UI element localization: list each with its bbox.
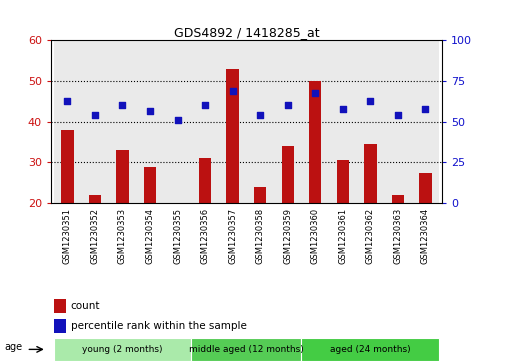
Point <box>421 106 429 112</box>
Point <box>311 90 320 96</box>
Text: count: count <box>71 301 100 311</box>
Point <box>64 98 72 104</box>
Bar <box>219 40 246 203</box>
Bar <box>227 69 239 203</box>
Point <box>256 113 264 118</box>
Bar <box>274 40 301 203</box>
Bar <box>384 40 411 203</box>
Point <box>173 117 181 122</box>
Bar <box>246 40 274 203</box>
Bar <box>54 299 66 313</box>
Bar <box>357 40 384 203</box>
Title: GDS4892 / 1418285_at: GDS4892 / 1418285_at <box>174 26 319 39</box>
Bar <box>419 173 432 203</box>
Bar <box>53 338 192 361</box>
Bar <box>144 167 156 203</box>
Bar <box>411 40 439 203</box>
Point <box>283 102 292 108</box>
Bar <box>116 150 129 203</box>
Bar <box>301 40 329 203</box>
Bar <box>89 195 101 203</box>
Bar <box>254 187 266 203</box>
Text: percentile rank within the sample: percentile rank within the sample <box>71 321 246 331</box>
Bar <box>199 158 211 203</box>
Point <box>91 113 99 118</box>
Bar <box>392 195 404 203</box>
Text: young (2 months): young (2 months) <box>82 345 163 354</box>
Point <box>146 109 154 114</box>
Bar <box>329 40 357 203</box>
Point <box>118 102 126 108</box>
Point <box>366 98 374 104</box>
Text: middle aged (12 months): middle aged (12 months) <box>189 345 304 354</box>
Point <box>394 113 402 118</box>
Bar <box>109 40 136 203</box>
Bar <box>337 160 349 203</box>
Text: age: age <box>4 342 22 352</box>
Bar <box>54 319 66 333</box>
Bar <box>136 40 164 203</box>
Text: aged (24 months): aged (24 months) <box>330 345 410 354</box>
Bar <box>309 81 322 203</box>
Bar <box>364 144 376 203</box>
Bar <box>301 338 439 361</box>
Point <box>229 88 237 94</box>
Bar <box>192 338 301 361</box>
Bar <box>192 40 219 203</box>
Point <box>339 106 347 112</box>
Bar <box>81 40 109 203</box>
Bar <box>53 40 81 203</box>
Bar <box>164 40 192 203</box>
Point <box>201 102 209 108</box>
Bar <box>281 146 294 203</box>
Bar <box>61 130 74 203</box>
